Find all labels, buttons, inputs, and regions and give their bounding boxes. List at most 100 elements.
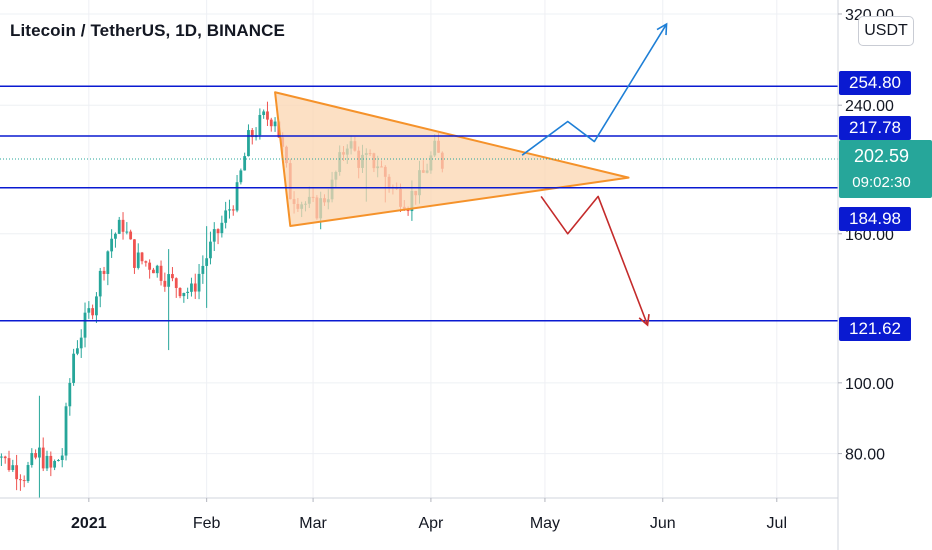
x-tick-label: May: [530, 515, 560, 532]
candle-body: [72, 353, 76, 383]
candle-body: [19, 479, 22, 481]
candle-body: [91, 308, 95, 316]
candle-body: [106, 251, 110, 274]
candle-body: [0, 456, 3, 458]
bearish-arrow-head: [638, 314, 650, 327]
pattern: [274, 91, 630, 227]
triangle-pattern: [274, 91, 630, 227]
candle-body: [38, 447, 41, 458]
candle-body: [121, 219, 125, 232]
candle-body: [174, 278, 178, 288]
candle-body: [250, 130, 254, 138]
candle-body: [129, 231, 133, 240]
time-axis-bg: [0, 498, 838, 550]
x-tick-label: Jun: [650, 515, 676, 532]
candle-body: [258, 114, 262, 136]
chart-title: Litecoin / TetherUS, 1D, BINANCE: [10, 21, 285, 40]
candle-body: [247, 130, 250, 157]
candle-body: [133, 239, 136, 268]
candle-body: [125, 231, 129, 233]
candle-body: [216, 229, 220, 234]
candle-body: [239, 170, 243, 183]
bullish-arrow-head: [656, 22, 668, 36]
levels: [0, 85, 838, 322]
candle-body: [30, 453, 34, 466]
price-tag-level4: 121.62: [839, 317, 911, 341]
candle-body: [64, 406, 68, 456]
candle-body: [167, 274, 171, 287]
candle-body: [117, 219, 121, 234]
candle-body: [140, 252, 144, 262]
candle-body: [182, 292, 186, 297]
candle-body: [144, 261, 148, 263]
candle-body: [15, 465, 19, 480]
candle-body: [228, 209, 231, 211]
y-tick-label: 160.00: [845, 227, 894, 244]
candle-body: [273, 121, 277, 127]
candle-body: [34, 453, 38, 458]
price-tag-level3: 184.98: [839, 207, 911, 231]
candle-body: [235, 182, 239, 211]
bullish-arrow-path: [521, 23, 668, 156]
candle-body: [45, 455, 49, 469]
candle-body: [155, 265, 159, 274]
candle-body: [212, 229, 216, 242]
candle-body: [98, 270, 102, 297]
candle-body: [243, 156, 247, 171]
projections: [521, 22, 668, 327]
candle-body: [262, 111, 266, 115]
candle-body: [136, 252, 140, 268]
candle-body: [224, 210, 228, 223]
candle-body: [11, 465, 15, 471]
candle-body: [201, 265, 205, 274]
candle-body: [190, 283, 193, 292]
candle-body: [76, 348, 79, 354]
candle-body: [114, 233, 117, 239]
candle-body: [220, 222, 224, 234]
candle-body: [60, 455, 64, 461]
candle-body: [266, 111, 269, 120]
candle-body: [269, 119, 273, 127]
candle-body: [79, 337, 83, 349]
bar-countdown: 09:02:30: [852, 174, 911, 191]
candle-body: [186, 291, 190, 293]
currency-button[interactable]: USDT: [858, 16, 914, 46]
candle-body: [193, 283, 197, 292]
x-tick-label: 2021: [71, 515, 107, 532]
y-tick-label: 80.00: [845, 447, 885, 464]
candle-body: [49, 455, 53, 468]
candle-body: [102, 270, 106, 274]
candle-body: [205, 258, 209, 266]
candle-body: [95, 296, 98, 316]
candle-body: [26, 465, 30, 482]
candle-body: [22, 480, 26, 482]
bearish-arrow-path: [540, 195, 649, 326]
candle-body: [171, 274, 174, 279]
price-tag-level2: 217.78: [839, 116, 911, 140]
x-tick-label: Apr: [418, 515, 444, 532]
candle-body: [163, 280, 167, 287]
candle-body: [159, 265, 163, 281]
grid: [0, 0, 838, 498]
candle-body: [87, 308, 91, 313]
candle-body: [83, 312, 87, 338]
candle-body: [53, 460, 57, 468]
x-tick-label: Feb: [193, 515, 221, 532]
y-tick-label: 240.00: [845, 98, 894, 115]
current-price-value: 202.59: [853, 146, 910, 166]
candle-body: [406, 209, 410, 212]
x-tick-label: Jul: [767, 515, 787, 532]
candle-body: [7, 458, 11, 471]
candle-body: [231, 209, 235, 211]
y-tick-label: 100.00: [845, 376, 894, 393]
candle-body: [178, 287, 182, 297]
candle-body: [209, 241, 212, 259]
candle-body: [152, 269, 155, 274]
price-tag-level1: 254.80: [839, 71, 911, 95]
candle-body: [110, 238, 114, 252]
current-price-tag: 202.59 09:02:30: [839, 140, 932, 198]
candle-body: [68, 382, 72, 407]
